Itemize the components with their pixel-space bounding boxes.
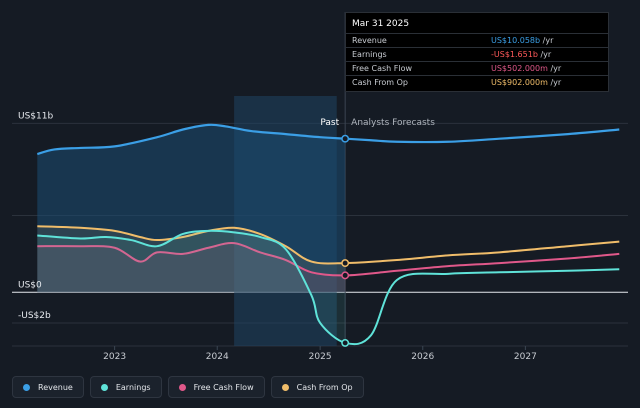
tooltip-row-earnings: Earnings -US$1.651b /yr xyxy=(346,47,608,62)
legend-dot xyxy=(281,383,289,391)
tooltip-value: US$10.058b /yr xyxy=(491,36,553,45)
tooltip: Mar 31 2025 Revenue US$10.058b /yr Earni… xyxy=(345,12,609,92)
tooltip-value: US$902.000m /yr xyxy=(491,78,561,87)
y-axis-label: US$0 xyxy=(18,280,42,290)
tooltip-unit: /yr xyxy=(550,78,562,87)
tooltip-unit: /yr xyxy=(542,36,554,45)
legend-label: Cash From Op xyxy=(296,382,353,392)
series-line-free-cash-flow xyxy=(37,242,620,277)
series-line-earnings xyxy=(37,229,620,346)
marker-point xyxy=(341,271,350,280)
legend-dot xyxy=(178,383,186,391)
tooltip-label: Revenue xyxy=(352,36,387,45)
legend: Revenue Earnings Free Cash Flow Cash Fro… xyxy=(12,376,364,398)
tooltip-row-fcf: Free Cash Flow US$502.000m /yr xyxy=(346,61,608,76)
series-line-revenue xyxy=(36,123,620,156)
series-line-cash-from-op xyxy=(37,225,620,265)
legend-cash-from-op[interactable]: Cash From Op xyxy=(270,376,364,398)
x-tick-label: 2024 xyxy=(206,352,229,362)
marker-point xyxy=(341,338,350,347)
x-tick-label: 2026 xyxy=(411,352,434,362)
tooltip-value-amount: US$10.058b xyxy=(491,36,541,45)
past-label: Past xyxy=(320,118,339,128)
x-tick-label: 2027 xyxy=(514,352,537,362)
tooltip-label: Free Cash Flow xyxy=(352,64,413,73)
x-tick-label: 2023 xyxy=(103,352,126,362)
legend-dot xyxy=(100,383,108,391)
tooltip-value: -US$1.651b /yr xyxy=(491,50,551,59)
legend-dot xyxy=(23,383,30,391)
y-axis-label: US$11b xyxy=(18,111,53,121)
tooltip-value-amount: US$502.000m xyxy=(491,64,548,73)
legend-label: Revenue xyxy=(38,382,73,392)
legend-free-cash-flow[interactable]: Free Cash Flow xyxy=(167,376,265,398)
series-fill-cash-from-op xyxy=(37,226,346,293)
x-tick-label: 2025 xyxy=(309,352,332,362)
legend-earnings[interactable]: Earnings xyxy=(89,376,162,398)
tooltip-value-amount: US$902.000m xyxy=(491,78,548,87)
marker-point xyxy=(341,134,350,143)
forecast-label: Analysts Forecasts xyxy=(351,118,435,128)
tooltip-value-amount: -US$1.651b xyxy=(491,50,538,59)
tooltip-label: Earnings xyxy=(352,50,387,59)
tooltip-value: US$502.000m /yr xyxy=(491,64,561,73)
tooltip-label: Cash From Op xyxy=(352,78,409,87)
revenue-area xyxy=(37,124,346,293)
series-fill-earnings xyxy=(37,230,346,343)
tooltip-unit: /yr xyxy=(540,50,552,59)
tooltip-row-revenue: Revenue US$10.058b /yr xyxy=(346,33,608,48)
legend-label: Earnings xyxy=(115,382,151,392)
legend-revenue[interactable]: Revenue xyxy=(12,376,84,398)
y-axis-label: -US$2b xyxy=(18,311,51,321)
marker-point xyxy=(341,259,350,268)
legend-label: Free Cash Flow xyxy=(193,382,254,392)
tooltip-unit: /yr xyxy=(550,64,562,73)
tooltip-row-cfo: Cash From Op US$902.000m /yr xyxy=(346,75,608,90)
tooltip-date: Mar 31 2025 xyxy=(352,19,410,29)
